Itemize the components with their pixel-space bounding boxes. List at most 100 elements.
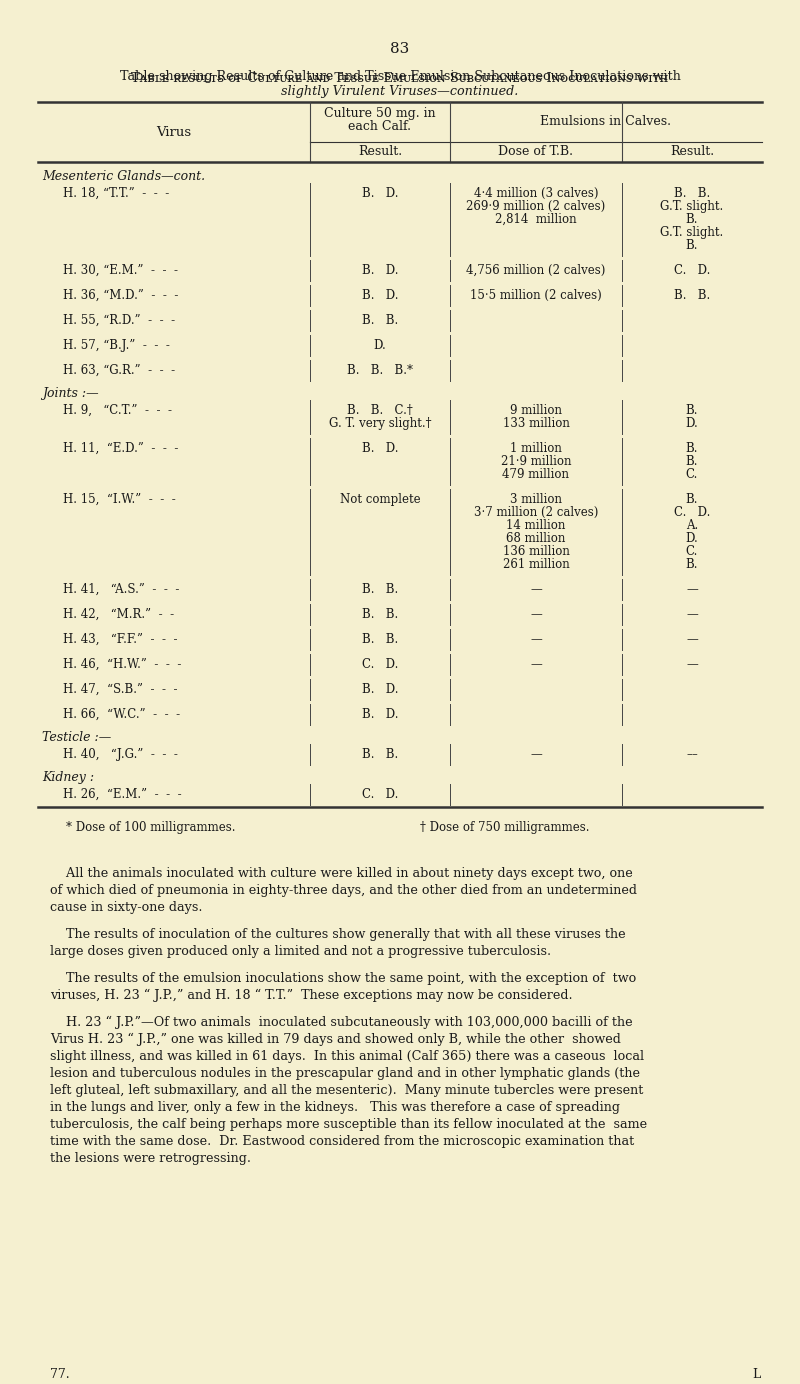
Text: —: — (530, 657, 542, 671)
Text: B.   B.: B. B. (362, 608, 398, 621)
Text: † Dose of 750 milligrammes.: † Dose of 750 milligrammes. (420, 821, 590, 835)
Text: H. 15,  “I.W.”  -  -  -: H. 15, “I.W.” - - - (63, 493, 176, 507)
Text: Culture 50 mg. in: Culture 50 mg. in (324, 107, 436, 120)
Text: of which died of pneumonia in eighty-three days, and the other died from an unde: of which died of pneumonia in eighty-thr… (50, 884, 637, 897)
Text: Kidney :: Kidney : (42, 771, 94, 783)
Text: B.   B.: B. B. (362, 314, 398, 327)
Text: 4·4 million (3 calves): 4·4 million (3 calves) (474, 187, 598, 201)
Text: C.   D.: C. D. (362, 787, 398, 801)
Text: L: L (752, 1367, 760, 1381)
Text: B.   B.   B.*: B. B. B.* (347, 364, 413, 376)
Text: Result.: Result. (358, 145, 402, 158)
Text: 1 million: 1 million (510, 441, 562, 455)
Text: H. 57, “B.J.”  -  -  -: H. 57, “B.J.” - - - (63, 339, 170, 352)
Text: B.   D.: B. D. (362, 187, 398, 201)
Text: 2,814  million: 2,814 million (495, 213, 577, 226)
Text: H. 66,  “W.C.”  -  -  -: H. 66, “W.C.” - - - (63, 709, 180, 721)
Text: B.   D.: B. D. (362, 264, 398, 277)
Text: D.: D. (686, 417, 698, 430)
Text: B.: B. (686, 558, 698, 572)
Text: H. 46,  “H.W.”  -  -  -: H. 46, “H.W.” - - - (63, 657, 182, 671)
Text: H. 63, “G.R.”  -  -  -: H. 63, “G.R.” - - - (63, 364, 175, 376)
Text: B.   B.: B. B. (362, 632, 398, 646)
Text: H. 47,  “S.B.”  -  -  -: H. 47, “S.B.” - - - (63, 682, 178, 696)
Text: Result.: Result. (670, 145, 714, 158)
Text: Virus: Virus (157, 126, 191, 138)
Text: B.   B.: B. B. (362, 747, 398, 761)
Text: 68 million: 68 million (506, 531, 566, 545)
Text: A.: A. (686, 519, 698, 531)
Text: 14 million: 14 million (506, 519, 566, 531)
Text: B.   B.   C.†: B. B. C.† (347, 404, 413, 417)
Text: 261 million: 261 million (502, 558, 570, 572)
Text: Not complete: Not complete (340, 493, 420, 507)
Text: 83: 83 (390, 42, 410, 55)
Text: D.: D. (686, 531, 698, 545)
Text: B.: B. (686, 239, 698, 252)
Text: B.   D.: B. D. (362, 441, 398, 455)
Text: slight illness, and was killed in 61 days.  In this animal (Calf 365) there was : slight illness, and was killed in 61 day… (50, 1050, 644, 1063)
Text: Table showing Results of Culture and Tissue Emulsion Subcutaneous Inoculations w: Table showing Results of Culture and Tis… (119, 71, 681, 83)
Text: —: — (686, 608, 698, 621)
Text: 133 million: 133 million (502, 417, 570, 430)
Text: B.   B.: B. B. (362, 583, 398, 597)
Text: H. 55, “R.D.”  -  -  -: H. 55, “R.D.” - - - (63, 314, 175, 327)
Text: H. 26,  “E.M.”  -  -  -: H. 26, “E.M.” - - - (63, 787, 182, 801)
Text: B.   B.: B. B. (674, 187, 710, 201)
Text: cause in sixty-one days.: cause in sixty-one days. (50, 901, 202, 913)
Text: Tᴀʙʟᴇ ʀᴇѕᴜʟᴛѕ ᴏғ Cᴜʟᴛᴜʀᴇ ᴀɴᴅ Tᴇѕѕᴜᴇ Eᴍᴜʟѕɪᴏɴ Sᴜʙᴄᴜᴛᴀɴᴇᴏᴜѕ Iɴᴏᴄᴜʟᴀᴛɪᴏɴѕ ᴡɪᴛʜ: Tᴀʙʟᴇ ʀᴇѕᴜʟᴛѕ ᴏғ Cᴜʟᴛᴜʀᴇ ᴀɴᴅ Tᴇѕѕᴜᴇ Eᴍᴜʟ… (131, 72, 669, 84)
Text: —: — (686, 632, 698, 646)
Text: C.: C. (686, 545, 698, 558)
Text: Testicle :—: Testicle :— (42, 731, 111, 745)
Text: left gluteal, left submaxillary, and all the mesenteric).  Many minute tubercles: left gluteal, left submaxillary, and all… (50, 1084, 643, 1098)
Text: D.: D. (374, 339, 386, 352)
Text: B.   D.: B. D. (362, 289, 398, 302)
Text: B.: B. (686, 441, 698, 455)
Text: B.   D.: B. D. (362, 709, 398, 721)
Text: —: — (686, 657, 698, 671)
Text: large doses given produced only a limited and not a progressive tuberculosis.: large doses given produced only a limite… (50, 945, 551, 958)
Text: 3 million: 3 million (510, 493, 562, 507)
Text: in the lungs and liver, only a few in the kidneys.   This was therefore a case o: in the lungs and liver, only a few in th… (50, 1102, 620, 1114)
Text: H. 23 “ J.P.”—Of two animals  inoculated subcutaneously with 103,000,000 bacilli: H. 23 “ J.P.”—Of two animals inoculated … (50, 1016, 633, 1030)
Text: B.   D.: B. D. (362, 682, 398, 696)
Text: 21·9 million: 21·9 million (501, 455, 571, 468)
Text: 3·7 million (2 calves): 3·7 million (2 calves) (474, 507, 598, 519)
Text: H. 41,   “A.S.”  -  -  -: H. 41, “A.S.” - - - (63, 583, 179, 597)
Text: viruses, H. 23 “ J.P.,” and H. 18 “ T.T.”  These exceptions may now be considere: viruses, H. 23 “ J.P.,” and H. 18 “ T.T.… (50, 990, 573, 1002)
Text: 269·9 million (2 calves): 269·9 million (2 calves) (466, 201, 606, 213)
Text: —: — (686, 583, 698, 597)
Text: —: — (530, 747, 542, 761)
Text: Emulsions in Calves.: Emulsions in Calves. (541, 115, 671, 127)
Text: 15·5 million (2 calves): 15·5 million (2 calves) (470, 289, 602, 302)
Text: time with the same dose.  Dr. Eastwood considered from the microscopic examinati: time with the same dose. Dr. Eastwood co… (50, 1135, 634, 1147)
Text: H. 36, “M.D.”  -  -  -: H. 36, “M.D.” - - - (63, 289, 178, 302)
Text: 9 million: 9 million (510, 404, 562, 417)
Text: Virus H. 23 “ J.P.,” one was killed in 79 days and showed only B, while the othe: Virus H. 23 “ J.P.,” one was killed in 7… (50, 1032, 621, 1046)
Text: The results of inoculation of the cultures show generally that with all these vi: The results of inoculation of the cultur… (50, 929, 626, 941)
Text: B.   B.: B. B. (674, 289, 710, 302)
Text: B.: B. (686, 213, 698, 226)
Text: —: — (530, 583, 542, 597)
Text: The results of the emulsion inoculations show the same point, with the exception: The results of the emulsion inoculations… (50, 972, 636, 985)
Text: —: — (530, 608, 542, 621)
Text: H. 30, “E.M.”  -  -  -: H. 30, “E.M.” - - - (63, 264, 178, 277)
Text: each Calf.: each Calf. (349, 120, 411, 133)
Text: H. 18, “T.T.”  -  -  -: H. 18, “T.T.” - - - (63, 187, 170, 201)
Text: Mesenteric Glands—cont.: Mesenteric Glands—cont. (42, 170, 205, 183)
Text: lesion and tuberculous nodules in the prescapular gland and in other lymphatic g: lesion and tuberculous nodules in the pr… (50, 1067, 640, 1080)
Text: the lesions were retrogressing.: the lesions were retrogressing. (50, 1151, 251, 1165)
Text: C.   D.: C. D. (674, 507, 710, 519)
Text: C.   D.: C. D. (674, 264, 710, 277)
Text: C.: C. (686, 468, 698, 482)
Text: 4,756 million (2 calves): 4,756 million (2 calves) (466, 264, 606, 277)
Text: 77.: 77. (50, 1367, 70, 1381)
Text: * Dose of 100 milligrammes.: * Dose of 100 milligrammes. (66, 821, 235, 835)
Text: Dose of T.B.: Dose of T.B. (498, 145, 574, 158)
Text: 136 million: 136 million (502, 545, 570, 558)
Text: H. 11,  “E.D.”  -  -  -: H. 11, “E.D.” - - - (63, 441, 178, 455)
Text: G. T. very slight.†: G. T. very slight.† (329, 417, 431, 430)
Text: Joints :—: Joints :— (42, 388, 98, 400)
Text: H. 43,   “F.F.”  -  -  -: H. 43, “F.F.” - - - (63, 632, 178, 646)
Text: H. 40,   “J.G.”  -  -  -: H. 40, “J.G.” - - - (63, 747, 178, 761)
